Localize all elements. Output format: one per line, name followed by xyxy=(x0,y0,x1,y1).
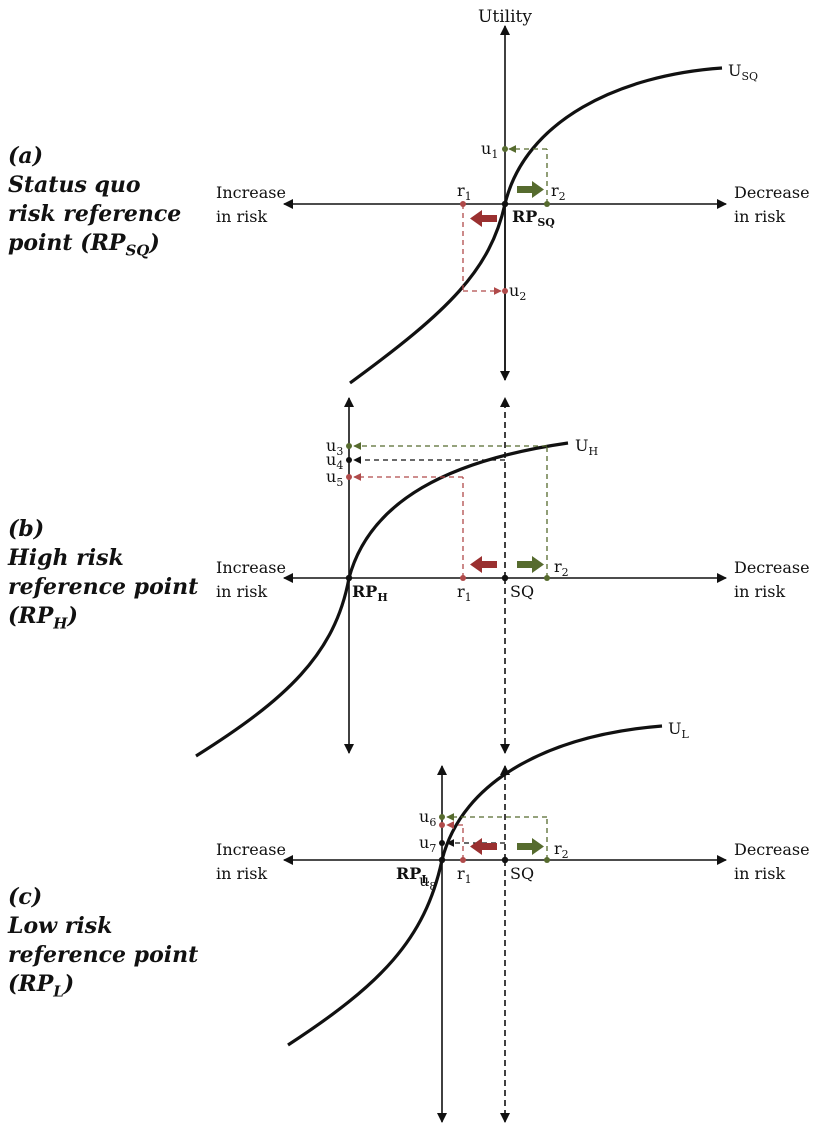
panel-c-curve-label: UL xyxy=(668,719,689,741)
panel-c-u8-label: u8 xyxy=(419,871,436,893)
panel-b-r1-label: r1 xyxy=(457,582,472,604)
panel-b: Increase in risk Decrease in risk UH u3 … xyxy=(195,397,815,758)
panel-b-u3-dot xyxy=(346,443,352,449)
panel-b-r2-label: r2 xyxy=(554,557,569,579)
panel-c-title-line-3-end: ) xyxy=(63,971,75,997)
panel-c-title-line-3: (RPL) xyxy=(8,970,198,1006)
panel-c-u7-label: u7 xyxy=(419,833,436,855)
panel-c-r1-dot xyxy=(460,857,466,863)
panel-a-title-line-3-main: point (RP xyxy=(8,230,126,256)
panel-b-red-arrow-icon xyxy=(470,556,497,573)
panel-a-title-line-1: Status quo xyxy=(8,172,141,198)
panel-c: Increase in risk Decrease in risk UL u6 … xyxy=(216,719,815,1123)
panel-a-u1-dot xyxy=(502,146,508,152)
panel-c-title-line-2: reference point xyxy=(8,942,199,968)
panel-b-title-line-3-main: (RP xyxy=(8,603,54,629)
panel-b-u5-label: u5 xyxy=(326,467,343,489)
panel-c-r2-dot xyxy=(544,857,550,863)
panel-a-label: (a) Status quo risk reference point (RPS… xyxy=(8,142,181,265)
panel-c-r2-label: r2 xyxy=(554,839,569,861)
panel-c-label: (c) Low risk reference point (RPL) xyxy=(8,883,198,1006)
panel-a-u1-label: u1 xyxy=(481,139,498,161)
panel-c-u6-label: u6 xyxy=(419,807,436,829)
panel-a-curve-label: USQ xyxy=(728,61,758,83)
panel-c-reference-dot xyxy=(438,856,446,864)
panel-b-reference-point-label: RPH xyxy=(352,582,388,604)
panel-c-u8-dot xyxy=(439,822,445,828)
panel-c-u6-dot xyxy=(439,814,445,820)
panel-b-title-line-2: reference point xyxy=(8,574,199,600)
panel-c-increase-risk-label: Increase in risk xyxy=(216,840,291,883)
panel-a-red-arrow-icon xyxy=(470,210,497,227)
panel-c-u7-dot xyxy=(439,840,445,846)
panel-b-u4-dot xyxy=(346,457,352,463)
panel-b-u5-dot xyxy=(346,474,352,480)
panel-a: Utility Increase in risk Decrease in ris… xyxy=(216,7,815,385)
panel-b-letter: (b) xyxy=(8,516,45,542)
panel-c-decrease-risk-label: Decrease in risk xyxy=(734,840,815,883)
panel-a-title-line-2: risk reference xyxy=(8,201,182,227)
panel-b-r1-dot xyxy=(460,575,466,581)
panel-b-title-line-3-end: ) xyxy=(67,603,78,629)
panel-b-reference-dot xyxy=(345,574,353,582)
panel-a-u2-label: u2 xyxy=(509,281,526,303)
panel-a-letter: (a) xyxy=(8,143,44,169)
panel-a-r1-dot xyxy=(460,201,466,207)
panel-c-title-line-1: Low risk xyxy=(8,913,113,939)
panel-b-u3-label: u3 xyxy=(326,436,343,458)
panel-a-reference-dot xyxy=(501,200,509,208)
panel-b-green-arrow-icon xyxy=(517,556,544,573)
panel-c-sq-dot xyxy=(501,856,509,864)
panel-b-title-line-1: High risk xyxy=(8,545,124,571)
panel-b-sq-label: SQ xyxy=(510,582,534,601)
panel-a-decrease-risk-label: Decrease in risk xyxy=(734,183,815,226)
panel-c-title-line-3-main: (RP xyxy=(8,971,54,997)
panel-b-decrease-risk-label: Decrease in risk xyxy=(734,558,815,601)
panel-b-r2-dot xyxy=(544,575,550,581)
panel-b-curve-label: UH xyxy=(575,436,598,458)
panel-b-label: (b) High risk reference point (RPH) xyxy=(8,515,198,638)
panel-a-title-line-3-sub: SQ xyxy=(125,241,150,260)
panel-a-u2-dot xyxy=(502,288,508,294)
panel-a-title-line-3: point (RPSQ) xyxy=(8,229,181,265)
panel-a-increase-risk-label: Increase in risk xyxy=(216,183,291,226)
panel-b-title-line-3-sub: H xyxy=(53,614,68,633)
panel-c-sq-label: SQ xyxy=(510,864,534,883)
utility-axis-label: Utility xyxy=(478,7,532,27)
panel-c-letter: (c) xyxy=(8,884,43,910)
panel-c-r1-label: r1 xyxy=(457,864,472,886)
panel-b-sq-dot xyxy=(501,574,509,582)
panel-a-r2-dot xyxy=(544,201,550,207)
panel-a-r1-label: r1 xyxy=(457,181,472,203)
panel-c-title-line-3-sub: L xyxy=(53,982,64,1001)
panel-b-increase-risk-label: Increase in risk xyxy=(216,558,291,601)
panel-c-utility-curve xyxy=(287,724,663,1047)
panel-a-green-arrow-icon xyxy=(517,181,544,198)
panel-a-reference-point-label: RPSQ xyxy=(512,207,555,229)
panel-c-reference-point-label: RPL xyxy=(396,864,429,886)
panel-b-title-line-3: (RPH) xyxy=(8,602,198,638)
panel-a-title-line-3-end: ) xyxy=(149,230,160,256)
panel-a-r2-label: r2 xyxy=(551,181,566,203)
panel-b-u4-label: u4 xyxy=(326,450,343,472)
panel-c-green-arrow-icon xyxy=(517,838,544,855)
panel-c-red-arrow-icon xyxy=(470,838,497,855)
